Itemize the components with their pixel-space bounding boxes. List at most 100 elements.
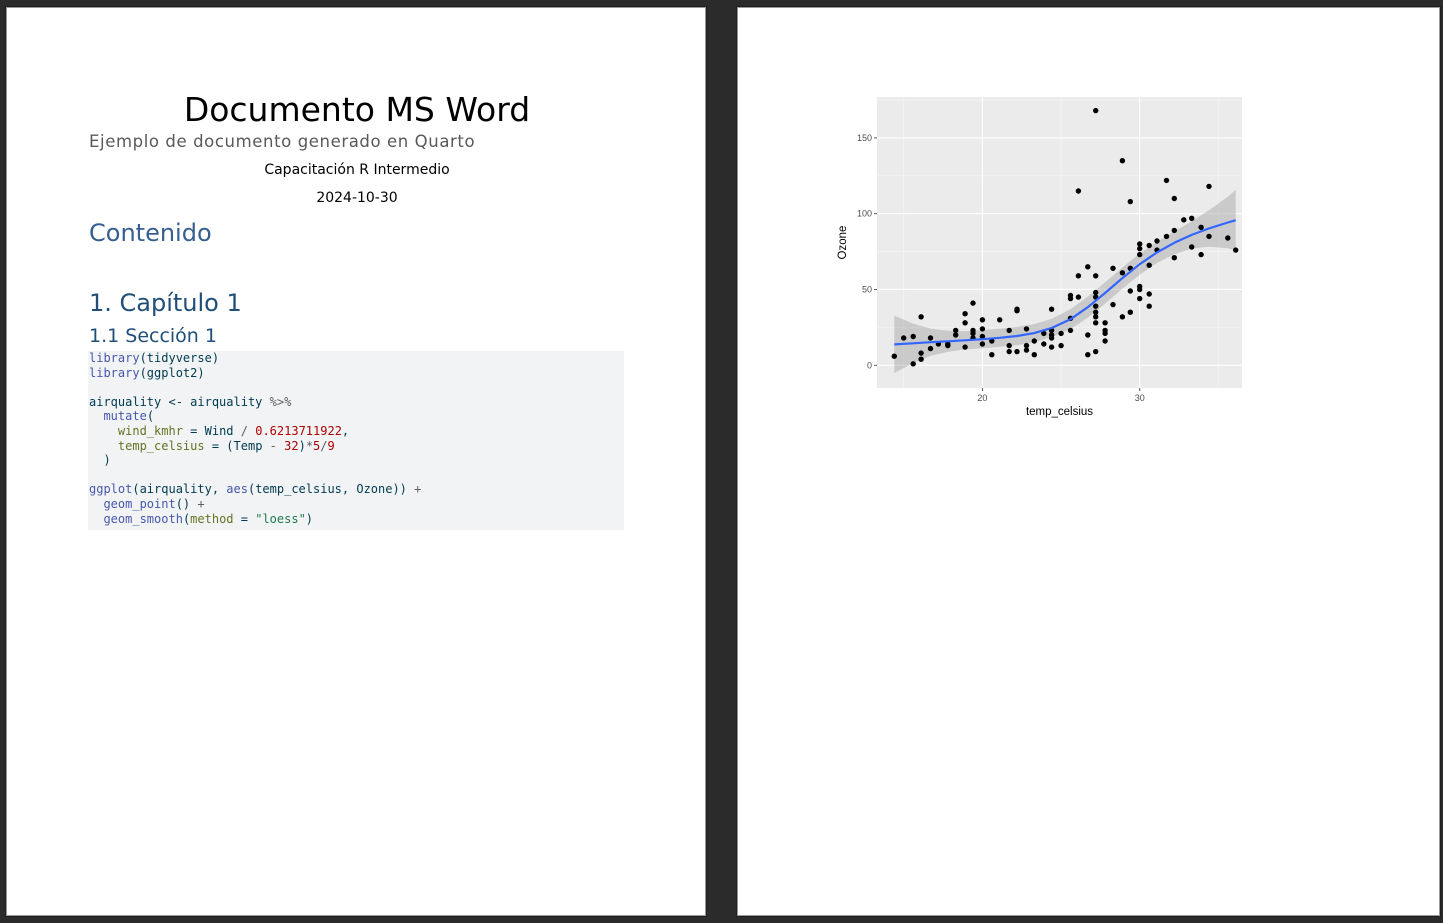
code-token: = xyxy=(182,423,205,438)
code-line: wind_kmhr = Wind / 0.6213711922, xyxy=(89,424,624,439)
data-point xyxy=(1110,265,1116,271)
data-point xyxy=(1146,262,1152,268)
data-point xyxy=(962,344,968,350)
data-point xyxy=(910,333,916,340)
data-point xyxy=(953,332,959,338)
data-point xyxy=(1119,270,1126,276)
data-point xyxy=(1127,309,1133,315)
data-point xyxy=(1093,289,1099,296)
data-point xyxy=(1006,327,1012,334)
data-point xyxy=(1093,314,1099,320)
loess-smooth-line xyxy=(894,219,1237,346)
data-point xyxy=(1171,227,1177,234)
data-point xyxy=(1137,295,1143,302)
data-point xyxy=(1146,242,1152,249)
code-token: (airquality, xyxy=(132,482,227,497)
data-point xyxy=(1171,195,1177,202)
data-point xyxy=(1067,327,1074,334)
code-line: airquality <- airquality %>% xyxy=(89,395,624,410)
code-token: , xyxy=(341,423,350,438)
data-point xyxy=(1048,344,1055,350)
data-point xyxy=(1006,348,1012,355)
data-point xyxy=(1085,352,1091,358)
code-token xyxy=(89,439,118,453)
data-point xyxy=(1031,352,1037,358)
data-point xyxy=(970,300,976,306)
chapter-heading: 1. Capítulo 1 xyxy=(89,289,242,317)
x-axis-label: temp_celsius xyxy=(1026,406,1093,418)
code-token: () xyxy=(175,496,198,511)
data-point xyxy=(1110,301,1116,308)
code-token: 32 xyxy=(284,438,299,453)
data-point xyxy=(1048,335,1055,341)
data-point xyxy=(1048,306,1055,312)
data-point xyxy=(997,317,1003,323)
data-point xyxy=(989,352,995,358)
data-point xyxy=(1154,238,1160,244)
code-token xyxy=(89,512,103,526)
code-token: Wind xyxy=(204,423,241,438)
data-point xyxy=(1127,198,1133,205)
code-line: library(ggplot2) xyxy=(89,366,624,381)
data-point xyxy=(1137,251,1143,258)
data-point xyxy=(1137,245,1143,252)
data-point xyxy=(1163,233,1170,240)
data-point xyxy=(1102,330,1108,337)
code-token: geom_point xyxy=(103,496,176,511)
data-point xyxy=(1093,309,1099,315)
data-point xyxy=(1075,188,1082,194)
code-line: ) xyxy=(89,453,624,468)
y-tick-label: 100 xyxy=(857,209,872,219)
data-point xyxy=(910,361,916,367)
code-token: (temp_celsius, Ozone)) xyxy=(247,482,415,497)
code-token: = xyxy=(204,438,227,453)
data-point xyxy=(1119,314,1126,320)
data-point xyxy=(1171,255,1177,261)
data-point xyxy=(1006,342,1012,349)
data-point xyxy=(1181,217,1187,223)
code-token: (ggplot2) xyxy=(139,365,205,380)
data-point xyxy=(979,326,986,332)
code-token: mutate xyxy=(103,409,147,424)
code-token: ggplot xyxy=(89,482,133,497)
code-token: - xyxy=(269,438,277,453)
data-point xyxy=(1085,332,1091,338)
code-token: 5 xyxy=(313,438,321,453)
data-point xyxy=(1041,330,1047,337)
x-tick-label: 20 xyxy=(977,393,987,403)
data-point xyxy=(1023,347,1030,353)
data-point xyxy=(918,356,924,362)
data-point xyxy=(1163,177,1170,184)
data-point xyxy=(1023,326,1030,332)
data-point xyxy=(1137,286,1143,293)
code-token: geom_smooth xyxy=(103,511,183,526)
code-token: = xyxy=(233,511,256,526)
code-token: airquality xyxy=(89,394,169,409)
code-token: airquality xyxy=(182,394,270,409)
code-token: method xyxy=(190,511,234,526)
code-token xyxy=(89,424,118,438)
code-line: mutate( xyxy=(89,409,624,424)
code-token: <- xyxy=(168,394,183,409)
section-heading: 1.1 Sección 1 xyxy=(89,325,217,347)
document-author: Capacitación R Intermedio xyxy=(264,162,450,178)
data-point xyxy=(1075,273,1082,279)
code-token: / xyxy=(240,423,248,438)
code-line xyxy=(89,468,624,483)
code-token xyxy=(89,497,103,511)
data-point xyxy=(927,335,934,341)
data-point xyxy=(1067,295,1074,302)
document-subtitle: Ejemplo de documento generado en Quarto xyxy=(89,132,476,151)
data-point xyxy=(970,327,976,334)
code-line: geom_smooth(method = "loess") xyxy=(89,512,624,527)
data-point xyxy=(979,341,986,347)
data-point xyxy=(945,342,951,349)
code-token: (Temp xyxy=(226,438,270,453)
data-point xyxy=(953,327,959,334)
data-point xyxy=(1189,215,1195,221)
code-token: "loess" xyxy=(255,511,306,526)
data-point xyxy=(1093,348,1099,355)
code-token: %>% xyxy=(269,394,292,409)
data-point xyxy=(1102,320,1108,326)
code-token: / xyxy=(320,438,328,453)
